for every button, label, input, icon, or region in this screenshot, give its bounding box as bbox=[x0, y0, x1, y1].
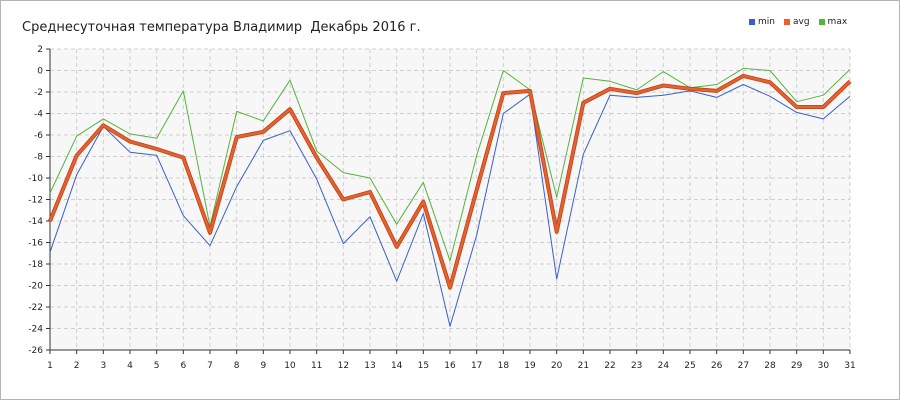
x-tick-label: 25 bbox=[684, 361, 695, 371]
y-tick-label: -2 bbox=[34, 88, 43, 98]
x-tick-label: 14 bbox=[391, 361, 403, 371]
y-tick-label: -20 bbox=[28, 282, 43, 292]
y-tick-label: 0 bbox=[37, 67, 43, 77]
y-tick-label: -14 bbox=[28, 217, 43, 227]
legend-label-max: max bbox=[827, 17, 848, 27]
chart-title: Среднесуточная температура Владимир Дека… bbox=[22, 20, 421, 35]
y-tick-label: -10 bbox=[28, 174, 43, 184]
x-tick-label: 13 bbox=[364, 361, 375, 371]
y-tick-label: -22 bbox=[28, 303, 43, 313]
legend-item-max: max bbox=[818, 17, 848, 27]
y-tick-label: 2 bbox=[37, 45, 43, 55]
x-tick-label: 2 bbox=[74, 361, 80, 371]
x-tick-label: 15 bbox=[418, 361, 429, 371]
x-tick-label: 18 bbox=[498, 361, 510, 371]
x-tick-label: 8 bbox=[234, 361, 240, 371]
y-tick-label: -8 bbox=[34, 153, 43, 163]
x-tick-label: 26 bbox=[711, 361, 723, 371]
x-tick-label: 17 bbox=[471, 361, 482, 371]
series-line-max bbox=[49, 67, 851, 262]
x-tick-label: 28 bbox=[764, 361, 776, 371]
x-tick-label: 31 bbox=[844, 361, 855, 371]
x-tick-label: 10 bbox=[284, 361, 296, 371]
x-tick-label: 19 bbox=[524, 361, 536, 371]
x-tick-label: 9 bbox=[260, 361, 266, 371]
x-tick-label: 23 bbox=[631, 361, 642, 371]
x-tick-label: 6 bbox=[180, 361, 186, 371]
legend-label-avg: avg bbox=[792, 17, 810, 27]
x-tick-label: 20 bbox=[551, 361, 563, 371]
series-line-avg bbox=[48, 74, 851, 289]
y-tick-label: -24 bbox=[28, 325, 43, 335]
x-tick-label: 22 bbox=[604, 361, 615, 371]
legend-swatch-max bbox=[818, 19, 825, 25]
x-tick-label: 7 bbox=[207, 361, 213, 371]
x-tick-label: 16 bbox=[444, 361, 456, 371]
x-tick-label: 4 bbox=[127, 361, 133, 371]
x-tick-label: 3 bbox=[100, 361, 106, 371]
y-tick-label: -6 bbox=[34, 131, 43, 141]
x-tick-label: 30 bbox=[818, 361, 830, 371]
legend-item-min: min bbox=[749, 17, 775, 27]
series-line-min bbox=[49, 84, 851, 327]
legend: min avg max bbox=[749, 17, 847, 27]
legend-swatch-avg bbox=[783, 19, 790, 25]
y-tick-label: -12 bbox=[28, 196, 43, 206]
legend-item-avg: avg bbox=[783, 17, 810, 27]
x-tick-label: 5 bbox=[154, 361, 160, 371]
legend-swatch-min bbox=[749, 19, 755, 25]
x-tick-label: 29 bbox=[791, 361, 803, 371]
x-tick-label: 24 bbox=[658, 361, 670, 371]
y-tick-label: -16 bbox=[28, 239, 43, 249]
x-tick-label: 11 bbox=[311, 361, 322, 371]
y-tick-label: -26 bbox=[28, 346, 43, 356]
y-tick-label: -4 bbox=[34, 110, 43, 120]
x-tick-label: 21 bbox=[578, 361, 589, 371]
x-tick-label: 1 bbox=[47, 361, 53, 371]
y-tick-label: -18 bbox=[28, 260, 43, 270]
x-tick-label: 12 bbox=[338, 361, 349, 371]
legend-label-min: min bbox=[758, 17, 775, 27]
x-tick-label: 27 bbox=[738, 361, 749, 371]
